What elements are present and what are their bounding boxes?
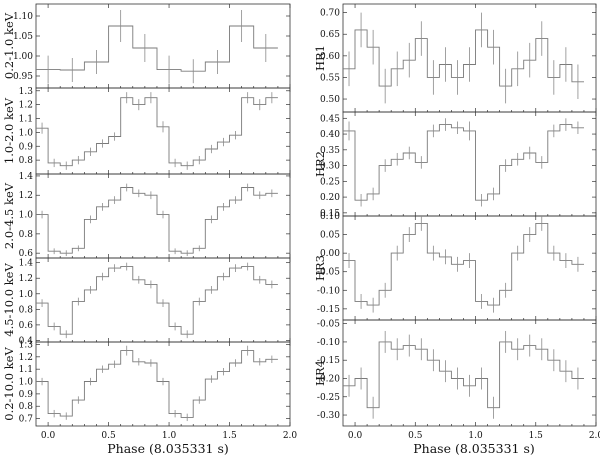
panel-p3: 0.6 0.8 1.0 1.2 1.42.0-4.5 keV: [2, 172, 291, 259]
panel-frame: [35, 341, 291, 427]
y-tick-label: 0.50: [320, 95, 340, 105]
y-tick-label: 0.55: [320, 73, 340, 83]
panel-h2: 0.15 0.20 0.25 0.30 0.35 0.40 0.45 HR2: [313, 111, 597, 219]
y-tick-label: 0.8: [19, 305, 34, 315]
y-tick-label: -0.30: [317, 411, 340, 421]
y-tick-label: 0.40: [320, 130, 340, 140]
y-tick-label: 0.95: [13, 72, 33, 82]
y-tick-label: 0.25: [320, 177, 340, 187]
y-tick-label: 0.6: [19, 249, 34, 259]
series-step-line: [36, 266, 278, 335]
y-tick-label: 0.10: [320, 212, 340, 222]
panels-group: 0.951.001.051.100.2-1.0 keV0.80.91.01.11…: [2, 3, 600, 441]
y-tick-label: 1.0: [19, 211, 34, 221]
y-axis-label: HR4: [313, 360, 327, 386]
y-tick-label: 1.05: [13, 32, 33, 42]
left-x-axis-label: Phase (8.035331 s): [107, 441, 228, 456]
y-tick-label: 0.30: [320, 162, 340, 172]
y-tick-label: 1.3: [19, 340, 34, 350]
panel-h3: -0.15 -0.10 -0.05 0.00 0.05 0.10 HR3: [313, 212, 597, 321]
x-tick-label: 1.5: [222, 431, 237, 441]
y-axis-label: 1.0-2.0 keV: [2, 97, 16, 164]
y-axis-label: 0.2-1.0 keV: [2, 12, 16, 79]
y-tick-label: 0.70: [320, 9, 340, 19]
y-axis-label: HR3: [313, 255, 327, 281]
x-tick-label: 0.5: [408, 431, 423, 441]
y-tick-label: 0.8: [19, 156, 34, 166]
x-tick-label: 0.0: [348, 431, 363, 441]
x-tick-label: 2.0: [589, 431, 600, 441]
panel-h1: 0.50 0.55 0.60 0.65 0.70 HR1: [313, 3, 597, 113]
y-tick-label: 1.10: [13, 12, 33, 22]
y-tick-label: 1.00: [13, 52, 33, 62]
y-tick-label: 1.0: [19, 128, 34, 138]
y-tick-label: -0.25: [317, 393, 340, 403]
y-tick-label: -0.15: [317, 305, 340, 315]
x-tick-label: 1.0: [468, 431, 483, 441]
panel-h4: -0.30 -0.25 -0.20 -0.15 -0.10 -0.05 0.0 0.5 1.0 1…: [313, 319, 600, 441]
series-step-line: [343, 222, 584, 306]
y-tick-label: -0.05: [317, 268, 340, 278]
y-tick-label: 0.15: [320, 209, 340, 219]
y-tick-label: 1.2: [19, 353, 33, 363]
y-tick-label: -0.10: [317, 338, 340, 348]
y-tick-label: 1.0: [19, 290, 34, 300]
y-tick-label: 1.1: [19, 365, 33, 375]
panel-p2: 0.8 0.9 1.0 1.1 1.2 1.31.0-2.0 keV: [2, 87, 291, 175]
y-tick-label: 0.9: [19, 390, 34, 400]
y-tick-label: 1.0: [19, 378, 34, 388]
x-tick-label: 0.5: [101, 431, 116, 441]
y-tick-label: 0.35: [320, 146, 340, 156]
y-tick-label: 0.65: [320, 30, 340, 40]
y-axis-label: 0.2-10.0 keV: [2, 347, 16, 421]
x-tick-label: 1.0: [162, 431, 177, 441]
x-tick-label: 2.0: [283, 431, 298, 441]
right-x-axis-label: Phase (8.035331 s): [413, 441, 534, 456]
panel-p5: 0.7 0.8 0.9 1.0 1.1 1.2 1.3 0.0 0.5 1.0 1.5 2.0 0.2-…: [2, 340, 297, 441]
x-tick-label: 1.5: [529, 431, 544, 441]
y-tick-label: 0.4: [19, 336, 34, 346]
series-step-line: [343, 124, 584, 201]
panel-frame: [35, 3, 291, 89]
series-step-line: [343, 341, 584, 409]
y-tick-label: 0.8: [19, 402, 34, 412]
series-step-line: [36, 350, 278, 418]
y-tick-label: 1.2: [19, 274, 33, 284]
y-tick-label: 0.00: [320, 249, 340, 259]
y-tick-label: 0.9: [19, 142, 34, 152]
y-tick-label: -0.05: [317, 320, 340, 330]
y-tick-label: 0.20: [320, 193, 340, 203]
y-tick-label: 0.05: [320, 231, 340, 241]
y-axis-label: 4.5-10.0 keV: [2, 263, 16, 337]
y-tick-label: -0.10: [317, 286, 340, 296]
y-axis-label: HR1: [313, 45, 327, 71]
y-tick-label: 1.4: [19, 172, 34, 182]
y-tick-label: 1.3: [19, 87, 34, 97]
x-tick-label: 0.0: [41, 431, 56, 441]
panel-p1: 0.95 1.00 1.05 1.100.2-1.0 keV: [2, 3, 291, 89]
series-step-line: [36, 25, 278, 72]
y-tick-label: -0.20: [317, 374, 340, 384]
series-step-line: [343, 29, 584, 87]
y-tick-label: 1.1: [19, 115, 33, 125]
panel-p4: 0.4 0.6 0.8 1.0 1.2 1.44.5-10.0 keV: [2, 257, 291, 346]
y-tick-label: 0.60: [320, 52, 340, 62]
series-step-line: [36, 187, 278, 254]
y-tick-label: 0.6: [19, 321, 34, 331]
y-tick-label: 1.2: [19, 191, 33, 201]
y-tick-label: 1.2: [19, 101, 33, 111]
panel-frame: [342, 319, 597, 427]
series-step-line: [36, 97, 278, 167]
y-tick-label: -0.15: [317, 356, 340, 366]
y-tick-label: 0.45: [320, 114, 340, 124]
y-tick-label: 0.7: [19, 415, 34, 425]
y-axis-label: HR2: [313, 151, 327, 177]
y-axis-label: 2.0-4.5 keV: [2, 182, 16, 249]
y-tick-label: 0.8: [19, 230, 34, 240]
y-tick-label: 1.4: [19, 259, 34, 269]
